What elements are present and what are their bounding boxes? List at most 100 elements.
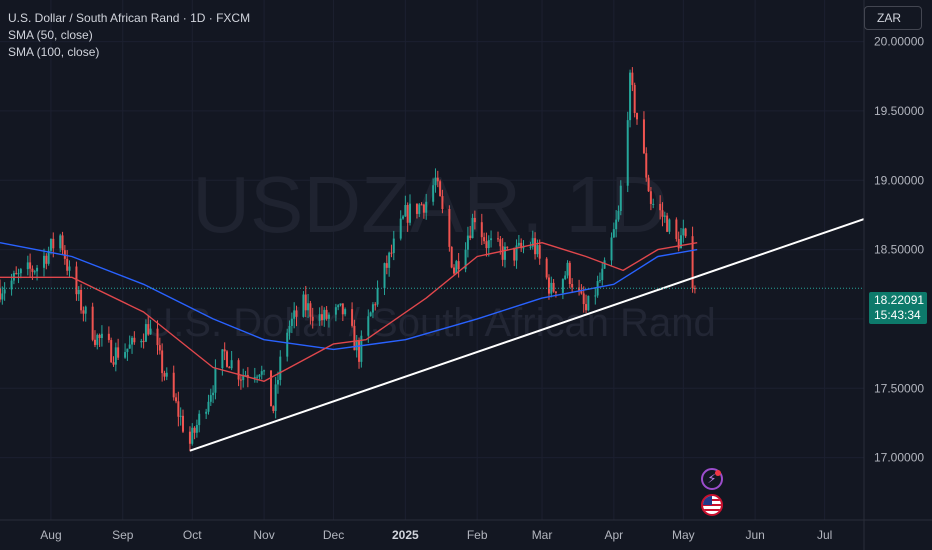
candle-body xyxy=(436,177,439,182)
support-trendline[interactable] xyxy=(189,218,865,452)
candle-body xyxy=(61,235,64,251)
candle-body xyxy=(404,204,407,217)
candle-body xyxy=(114,347,117,365)
candle-body xyxy=(256,376,259,378)
legend-symbol[interactable]: U.S. Dollar / South African Rand · 1D · … xyxy=(8,11,251,25)
candle-body xyxy=(276,379,279,385)
candle-body xyxy=(684,228,687,237)
candle-body xyxy=(367,316,370,336)
candle-body xyxy=(547,277,550,294)
candle-body xyxy=(128,344,131,349)
x-tick-label: May xyxy=(672,528,695,542)
candle-body xyxy=(668,219,671,232)
candle-body xyxy=(10,280,13,290)
candle-body xyxy=(272,406,275,411)
candle-body xyxy=(652,203,655,205)
candle-body xyxy=(677,238,680,249)
candle-body xyxy=(307,303,310,311)
candle-body xyxy=(33,271,36,273)
candle-body xyxy=(3,289,6,294)
candle-body xyxy=(112,362,115,365)
candle-body xyxy=(457,261,460,270)
candle-body xyxy=(408,203,411,223)
candle-body xyxy=(198,413,201,426)
candle-body xyxy=(554,291,557,293)
candle-body xyxy=(59,235,62,249)
candle-body xyxy=(594,295,597,297)
sma-series xyxy=(0,241,698,382)
candle-body xyxy=(290,318,293,326)
candle-body xyxy=(415,203,418,214)
candle-body xyxy=(191,427,194,444)
last-price-badge: 18.22091 15:43:34 xyxy=(869,292,927,324)
candle-body xyxy=(582,293,585,305)
candle-body xyxy=(181,415,184,432)
candle-body xyxy=(418,204,421,214)
candle-body xyxy=(383,263,386,289)
candle-body xyxy=(161,350,164,374)
candle-body xyxy=(598,280,601,282)
chart-grid xyxy=(0,0,864,520)
candle-body xyxy=(351,309,354,326)
legend-sma100[interactable]: SMA (100, close) xyxy=(8,45,100,59)
legend-sma50[interactable]: SMA (50, close) xyxy=(8,28,93,42)
candle-body xyxy=(96,334,99,345)
candle-body xyxy=(376,288,379,305)
candle-body xyxy=(682,228,685,236)
candle-body xyxy=(325,309,328,319)
candle-body xyxy=(158,345,161,351)
candle-body xyxy=(344,309,347,315)
candle-body xyxy=(323,309,326,321)
candle-body xyxy=(66,258,69,271)
candle-body xyxy=(649,191,652,204)
candle-body xyxy=(561,279,564,293)
y-tick-label: 18.50000 xyxy=(874,243,924,257)
x-tick-label: Apr xyxy=(604,528,623,542)
candle-body xyxy=(601,268,604,281)
candle-body xyxy=(633,85,636,114)
candle-body xyxy=(179,415,182,417)
candle-body xyxy=(124,352,127,358)
price-axis[interactable]: 17.0000017.5000018.0000018.5000019.00000… xyxy=(863,0,924,550)
candle-body xyxy=(212,392,215,396)
x-tick-label: Oct xyxy=(183,528,202,542)
candle-body xyxy=(390,252,393,254)
last-price-value: 18.22091 xyxy=(874,293,925,307)
candle-body xyxy=(244,374,247,376)
watermark-ticker: USDZAR, 1D xyxy=(192,160,668,249)
time-axis[interactable]: Aug Sep Oct Nov Dec 2025 Feb Mar Apr May Jun Jul xyxy=(0,519,932,542)
candle-body xyxy=(531,238,534,247)
candle-body xyxy=(207,401,210,412)
candle-body xyxy=(327,314,330,319)
candle-body xyxy=(193,427,196,433)
candle-body xyxy=(617,210,620,220)
candle-body xyxy=(538,245,541,259)
candle-body xyxy=(147,324,150,335)
candle-body xyxy=(80,289,83,311)
candle-body xyxy=(274,384,277,411)
candle-body xyxy=(205,411,208,414)
candle-body xyxy=(100,333,103,339)
trendline-layer[interactable] xyxy=(189,218,865,452)
candle-body xyxy=(629,72,632,121)
candle-body xyxy=(320,314,323,321)
candle-body xyxy=(140,340,143,343)
candle-body xyxy=(126,348,129,353)
candle-body xyxy=(270,370,273,407)
candle-body xyxy=(165,372,168,377)
flash-icon[interactable]: ⚡ xyxy=(701,468,723,490)
candle-body xyxy=(144,324,147,342)
candle-body xyxy=(295,310,298,317)
us-flag-icon[interactable] xyxy=(701,494,723,516)
candle-body xyxy=(77,289,80,295)
candle-body xyxy=(133,337,136,343)
currency-button[interactable]: ZAR xyxy=(864,6,922,30)
candle-body xyxy=(52,238,55,249)
candle-body xyxy=(453,267,456,274)
sma50-line xyxy=(0,241,698,382)
candle-body xyxy=(666,215,669,232)
candle-body xyxy=(117,347,120,358)
chart-legend: U.S. Dollar / South African Rand · 1D · … xyxy=(8,10,250,61)
candle-body xyxy=(487,240,490,249)
